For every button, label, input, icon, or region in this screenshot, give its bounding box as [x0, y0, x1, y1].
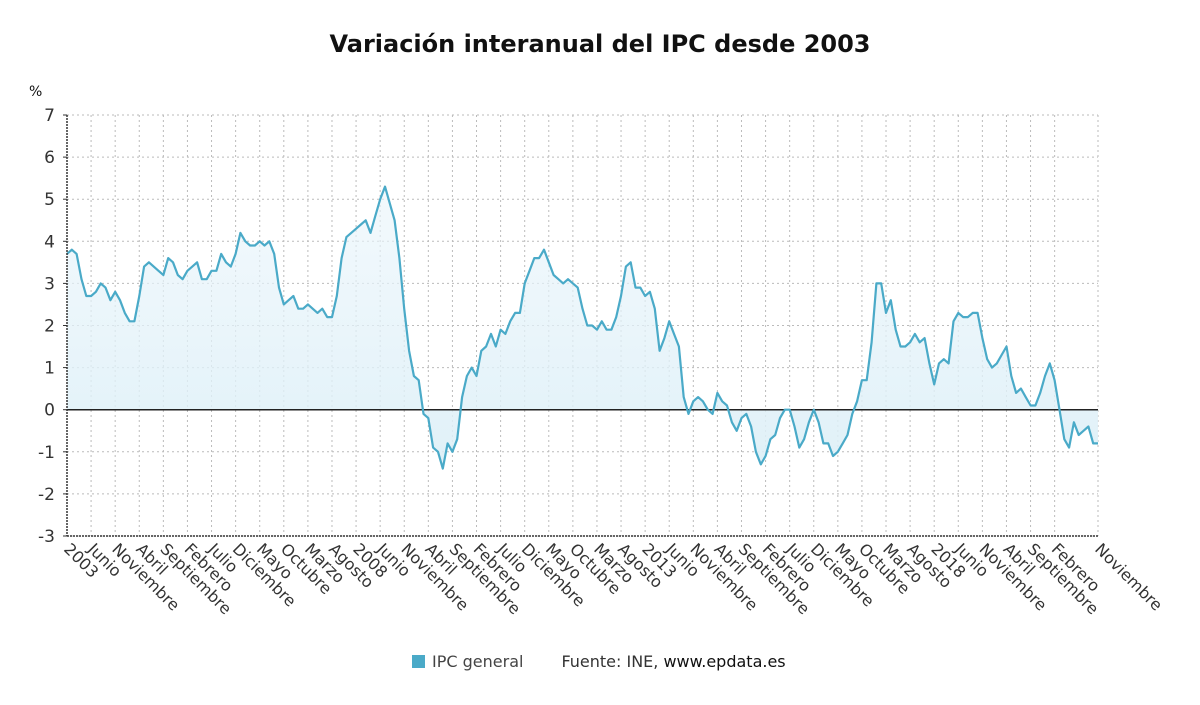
y-tick-label: 5 [44, 190, 55, 210]
series-line-ipc-general [66, 185, 1098, 470]
series-area-fill [67, 186, 1098, 469]
y-tick-label: -3 [38, 527, 55, 547]
y-tick-label: 1 [44, 359, 55, 379]
y-tick-label: 7 [44, 106, 55, 126]
y-axis-unit: % [29, 84, 43, 100]
y-tick-label: 2 [44, 317, 55, 337]
source-site: www.epdata.es [663, 652, 786, 671]
source-note: Fuente: INE, www.epdata.es [561, 652, 785, 671]
y-tick-label: -2 [38, 485, 55, 505]
legend-label: IPC general [432, 652, 524, 671]
legend-swatch [412, 655, 425, 668]
legend: IPC general Fuente: INE, www.epdata.es [412, 652, 786, 671]
y-tick-label: -1 [38, 443, 55, 463]
y-tick-label: 4 [44, 232, 55, 252]
y-tick-label: 6 [44, 148, 55, 168]
y-tick-label: 0 [44, 401, 55, 421]
y-tick-label: 3 [44, 274, 55, 294]
source-prefix: Fuente: INE, [561, 652, 664, 671]
chart-title: Variación interanual del IPC desde 2003 [329, 30, 871, 58]
